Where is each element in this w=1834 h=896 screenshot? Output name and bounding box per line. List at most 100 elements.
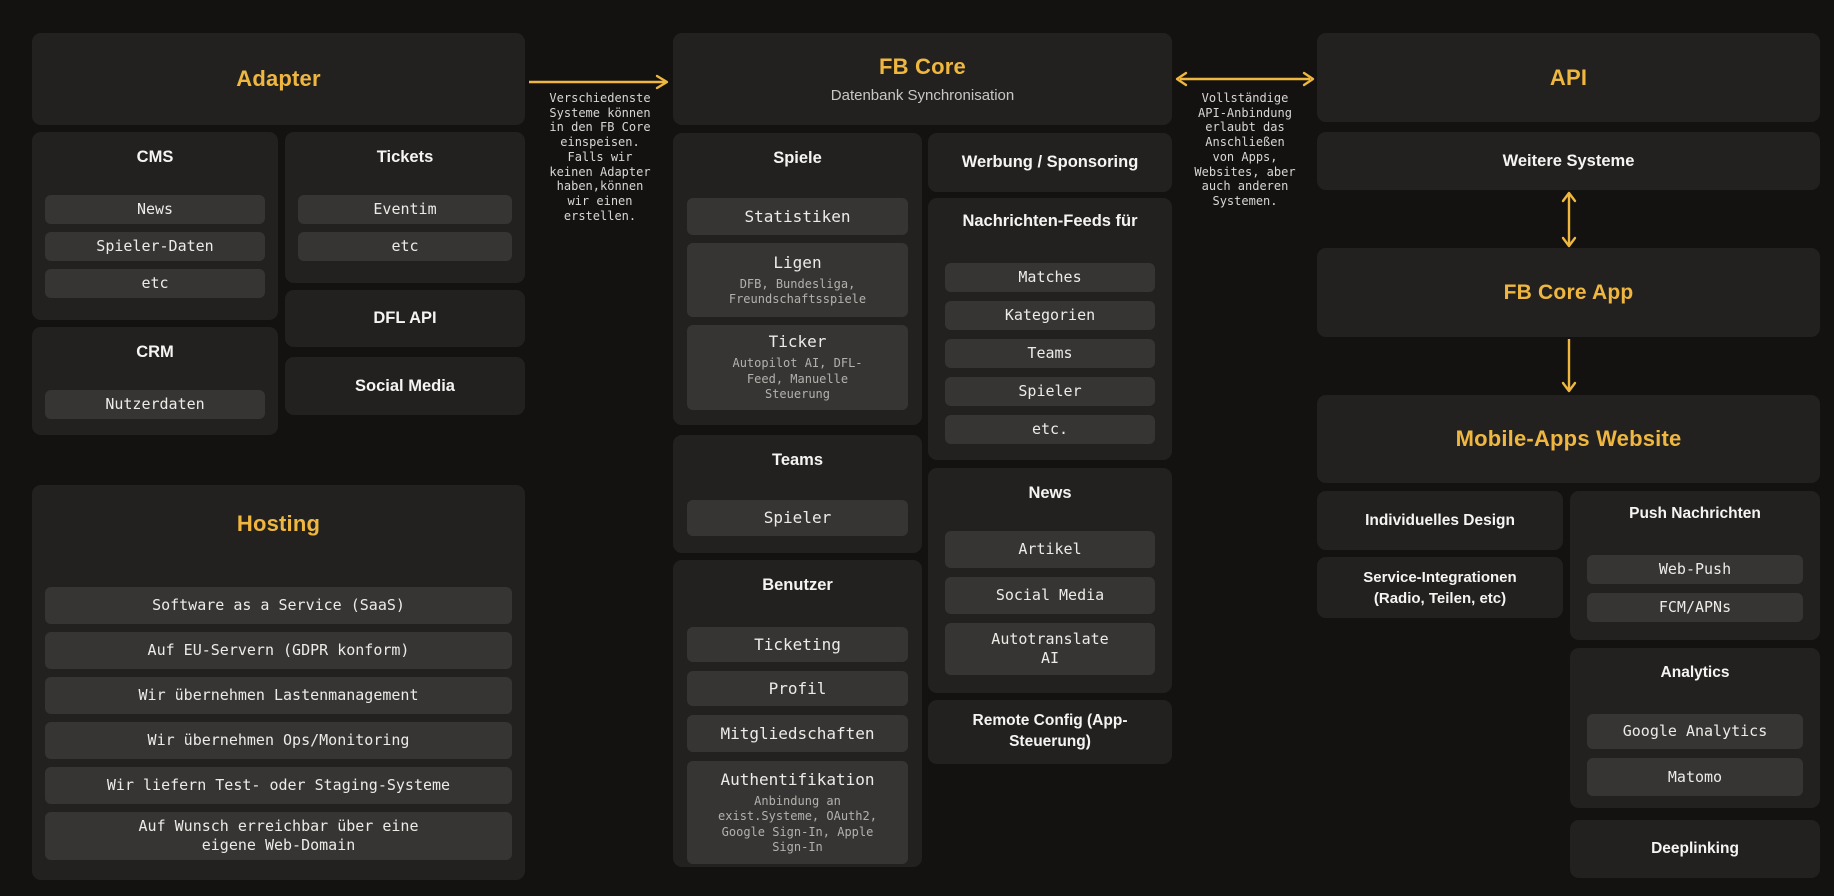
pill-web-domain: Auf Wunsch erreichbar über eine eigene W… xyxy=(45,812,512,860)
pill-profil: Profil xyxy=(687,671,908,706)
werbung-title: Werbung / Sponsoring xyxy=(961,153,1139,171)
pill-web-domain-label: Auf Wunsch erreichbar über eine eigene W… xyxy=(138,817,419,854)
weitere-fbcoreapp-double-arrow-icon xyxy=(1561,191,1577,248)
adapter-header: Adapter xyxy=(32,33,525,125)
feeds-box: Nachrichten-Feeds für Matches Kategorien… xyxy=(928,198,1172,460)
adapter-subcol-right: Tickets Eventim etc DFL API Social Media xyxy=(285,132,525,435)
pill-teams-spieler: Spieler xyxy=(687,500,908,536)
spiele-box: Spiele Statistiken Ligen DFB, Bundesliga… xyxy=(673,133,922,425)
adapter-title: Adapter xyxy=(236,66,321,91)
api-title: API xyxy=(1549,64,1588,90)
pill-ticker-label: Ticker xyxy=(768,332,827,352)
adapter-grid: CMS News Spieler-Daten etc CRM Nutzerdat… xyxy=(32,132,525,435)
teams-title: Teams xyxy=(771,451,824,469)
pill-feeds-etc: etc. xyxy=(945,415,1155,444)
fbcore-app-title: FB Core App xyxy=(1503,280,1634,304)
api-grid: Individuelles Design Service-Integration… xyxy=(1317,491,1820,878)
fbcore-title: FB Core xyxy=(879,54,966,79)
service-integrationen-title: Service-Integrationen (Radio, Teilen, et… xyxy=(1363,568,1517,607)
pill-staging: Wir liefern Test- oder Staging-Systeme xyxy=(45,767,512,804)
spiele-title: Spiele xyxy=(773,149,822,167)
weitere-systeme-title: Weitere Systeme xyxy=(1502,151,1635,170)
fbcore-header: FB Core Datenbank Synchronisation xyxy=(673,33,1172,125)
note-adapter-fbcore: Verschiedenste Systeme können in den FB … xyxy=(549,91,651,223)
pill-ticker-sub: Autopilot AI, DFL-Feed, Manuelle Steueru… xyxy=(732,356,863,402)
cms-title: CMS xyxy=(136,148,174,166)
dfl-api-box: DFL API xyxy=(285,290,525,347)
tickets-box: Tickets Eventim etc xyxy=(285,132,525,283)
benutzer-title: Benutzer xyxy=(762,576,833,594)
api-subcol-left: Individuelles Design Service-Integration… xyxy=(1317,491,1563,878)
pill-saas: Software as a Service (SaaS) xyxy=(45,587,512,624)
pill-ligen: Ligen DFB, Bundesliga, Freundschaftsspie… xyxy=(687,243,908,317)
pill-ticker: Ticker Autopilot AI, DFL-Feed, Manuelle … xyxy=(687,325,908,410)
api-column: API Weitere Systeme FB Core App Mobile-A… xyxy=(1317,33,1820,878)
pill-authentifikation-sub: Anbindung an exist.Systeme, OAuth2, Goog… xyxy=(718,793,877,854)
pill-matches: Matches xyxy=(945,263,1155,292)
social-media-title: Social Media xyxy=(355,376,455,395)
crm-box: CRM Nutzerdaten xyxy=(32,327,278,435)
fbcore-api-double-arrow-icon xyxy=(1175,71,1315,87)
adapter-to-fbcore-arrow-icon xyxy=(529,74,669,90)
pill-statistiken-label: Statistiken xyxy=(744,206,851,226)
mobile-apps-website-title: Mobile-Apps Website xyxy=(1455,426,1682,451)
individuelles-design-title: Individuelles Design xyxy=(1365,511,1515,529)
news-box: News Artikel Social Media Autotranslate … xyxy=(928,468,1172,693)
pill-mitgliedschaften: Mitgliedschaften xyxy=(687,715,908,752)
analytics-title: Analytics xyxy=(1660,664,1730,681)
hosting-box: Hosting Software as a Service (SaaS) Auf… xyxy=(32,485,525,880)
individuelles-design-box: Individuelles Design xyxy=(1317,491,1563,550)
pill-lastenmanagement: Wir übernehmen Lastenmanagement xyxy=(45,677,512,714)
pill-google-analytics: Google Analytics xyxy=(1587,714,1803,749)
pill-statistiken: Statistiken xyxy=(687,198,908,235)
pill-nutzerdaten: Nutzerdaten xyxy=(45,390,265,419)
pill-matomo: Matomo xyxy=(1587,758,1803,796)
news-title: News xyxy=(1028,484,1072,502)
note-fbcore-api: Vollständige API-Anbindung erlaubt das A… xyxy=(1194,91,1296,208)
analytics-box: Analytics Google Analytics Matomo xyxy=(1570,648,1820,808)
fbcore-column: FB Core Datenbank Synchronisation Spiele… xyxy=(673,33,1172,867)
pill-feeds-spieler: Spieler xyxy=(945,377,1155,406)
push-box: Push Nachrichten Web-Push FCM/APNs xyxy=(1570,491,1820,640)
pill-spieler-daten: Spieler-Daten xyxy=(45,232,265,261)
crm-title: CRM xyxy=(136,343,174,361)
pill-autotranslate: Autotranslate AI xyxy=(945,623,1155,675)
pill-authentifikation-label: Authentifikation xyxy=(720,769,875,789)
benutzer-box: Benutzer Ticketing Profil Mitgliedschaft… xyxy=(673,560,922,867)
weitere-systeme-box: Weitere Systeme xyxy=(1317,132,1820,190)
service-integrationen-box: Service-Integrationen (Radio, Teilen, et… xyxy=(1317,557,1563,618)
pill-ticketing: Ticketing xyxy=(687,627,908,662)
fbcoreapp-mobile-down-arrow-icon xyxy=(1561,339,1577,393)
fbcore-subcol-left: Spiele Statistiken Ligen DFB, Bundesliga… xyxy=(673,133,922,867)
pill-eu-server: Auf EU-Servern (GDPR konform) xyxy=(45,632,512,669)
hosting-title: Hosting xyxy=(236,511,321,536)
pill-news-social-media: Social Media xyxy=(945,577,1155,614)
pill-autotranslate-label: Autotranslate AI xyxy=(991,630,1109,667)
pill-news: News xyxy=(45,195,265,224)
tickets-title: Tickets xyxy=(376,148,434,166)
fbcore-grid: Spiele Statistiken Ligen DFB, Bundesliga… xyxy=(673,133,1172,867)
pill-tickets-etc: etc xyxy=(298,232,512,261)
pill-authentifikation: Authentifikation Anbindung an exist.Syst… xyxy=(687,761,908,864)
push-title: Push Nachrichten xyxy=(1629,505,1761,522)
feeds-title: Nachrichten-Feeds für xyxy=(962,212,1138,230)
werbung-box: Werbung / Sponsoring xyxy=(928,133,1172,192)
pill-eventim: Eventim xyxy=(298,195,512,224)
fbcore-app-box: FB Core App xyxy=(1317,248,1820,337)
pill-ops-monitoring: Wir übernehmen Ops/Monitoring xyxy=(45,722,512,759)
fbcore-subcol-right: Werbung / Sponsoring Nachrichten-Feeds f… xyxy=(928,133,1172,867)
api-subcol-right: Push Nachrichten Web-Push FCM/APNs Analy… xyxy=(1570,491,1820,878)
pill-web-push: Web-Push xyxy=(1587,555,1803,584)
teams-box: Teams Spieler xyxy=(673,435,922,553)
pill-ligen-label: Ligen xyxy=(773,252,822,272)
adapter-subcol-left: CMS News Spieler-Daten etc CRM Nutzerdat… xyxy=(32,132,278,435)
fbcore-subtitle: Datenbank Synchronisation xyxy=(830,87,1015,104)
api-header: API xyxy=(1317,33,1820,122)
remote-config-title: Remote Config (App-Steuerung) xyxy=(972,712,1128,750)
adapter-column: Adapter CMS News Spieler-Daten etc CRM N… xyxy=(32,33,525,880)
cms-box: CMS News Spieler-Daten etc xyxy=(32,132,278,320)
pill-ligen-sub: DFB, Bundesliga, Freundschaftsspiele xyxy=(728,276,867,306)
deeplinking-title: Deeplinking xyxy=(1651,840,1739,857)
pill-fcm-apns: FCM/APNs xyxy=(1587,593,1803,622)
